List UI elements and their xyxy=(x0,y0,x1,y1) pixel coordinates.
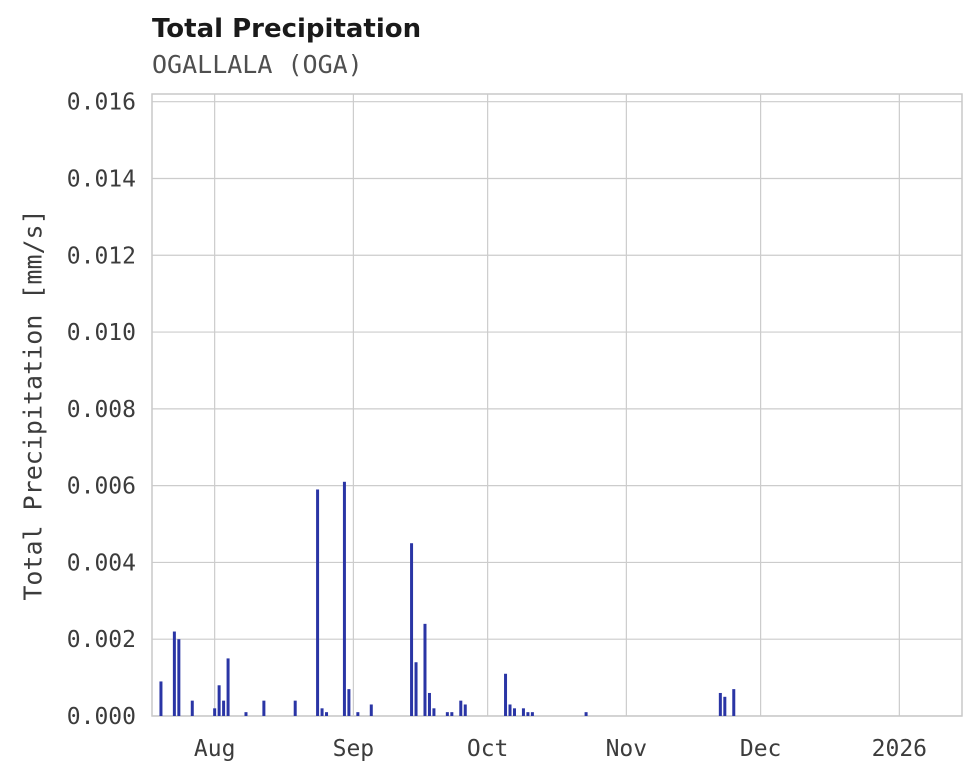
precip-bar xyxy=(356,712,360,716)
y-tick-label: 0.006 xyxy=(67,474,136,500)
precip-bar xyxy=(226,658,230,716)
y-tick-label: 0.016 xyxy=(67,90,136,116)
x-tick-label: Nov xyxy=(606,736,648,762)
precip-bar xyxy=(244,712,248,716)
y-tick-label: 0.002 xyxy=(67,627,136,653)
precip-bar xyxy=(450,712,454,716)
precip-bar xyxy=(342,481,346,716)
y-tick-label: 0.014 xyxy=(67,166,136,192)
precip-bar xyxy=(445,712,449,716)
precip-bar xyxy=(508,704,512,716)
precip-bar xyxy=(427,692,431,716)
precip-bar xyxy=(262,700,266,716)
precip-bar xyxy=(316,489,320,716)
precip-bar xyxy=(584,712,588,716)
y-tick-label: 0.008 xyxy=(67,397,136,423)
y-tick-label: 0.004 xyxy=(67,550,136,576)
precip-bar xyxy=(521,708,525,716)
precip-bar xyxy=(504,673,508,716)
precip-bar xyxy=(459,700,463,716)
precip-bar xyxy=(369,704,373,716)
x-tick-label: 2026 xyxy=(872,736,927,762)
x-tick-label: Oct xyxy=(467,736,509,762)
precip-bar xyxy=(432,708,436,716)
precip-bar xyxy=(325,712,329,716)
plot-border xyxy=(151,93,963,717)
chart-title: Total Precipitation xyxy=(152,14,422,44)
precip-bar xyxy=(423,623,427,716)
precip-bar xyxy=(293,700,297,716)
y-tick-label: 0.000 xyxy=(67,704,136,730)
chart-subtitle: OGALLALA (OGA) xyxy=(152,50,363,79)
y-tick-label: 0.012 xyxy=(67,243,136,269)
precip-bar xyxy=(190,700,194,716)
precip-bar xyxy=(463,704,467,716)
precip-bar xyxy=(723,696,727,716)
x-tick-label: Dec xyxy=(740,736,782,762)
precip-bar xyxy=(718,692,722,716)
precip-bar xyxy=(512,708,516,716)
precip-bar xyxy=(410,543,414,716)
precip-bar xyxy=(217,685,221,716)
precip-bar xyxy=(213,708,217,716)
y-tick-label: 0.010 xyxy=(67,320,136,346)
precip-bar xyxy=(177,639,181,716)
precip-bar xyxy=(530,712,534,716)
precip-bar xyxy=(347,689,351,716)
precip-bar xyxy=(320,708,324,716)
precip-bar xyxy=(526,712,530,716)
x-tick-label: Aug xyxy=(194,736,236,762)
precip-bar xyxy=(732,689,736,716)
precip-bar xyxy=(222,700,226,716)
precip-bar xyxy=(414,662,418,716)
precip-bar xyxy=(172,631,176,716)
x-tick-label: Sep xyxy=(333,736,375,762)
plot-background xyxy=(152,94,962,716)
precip-bar xyxy=(159,681,163,716)
